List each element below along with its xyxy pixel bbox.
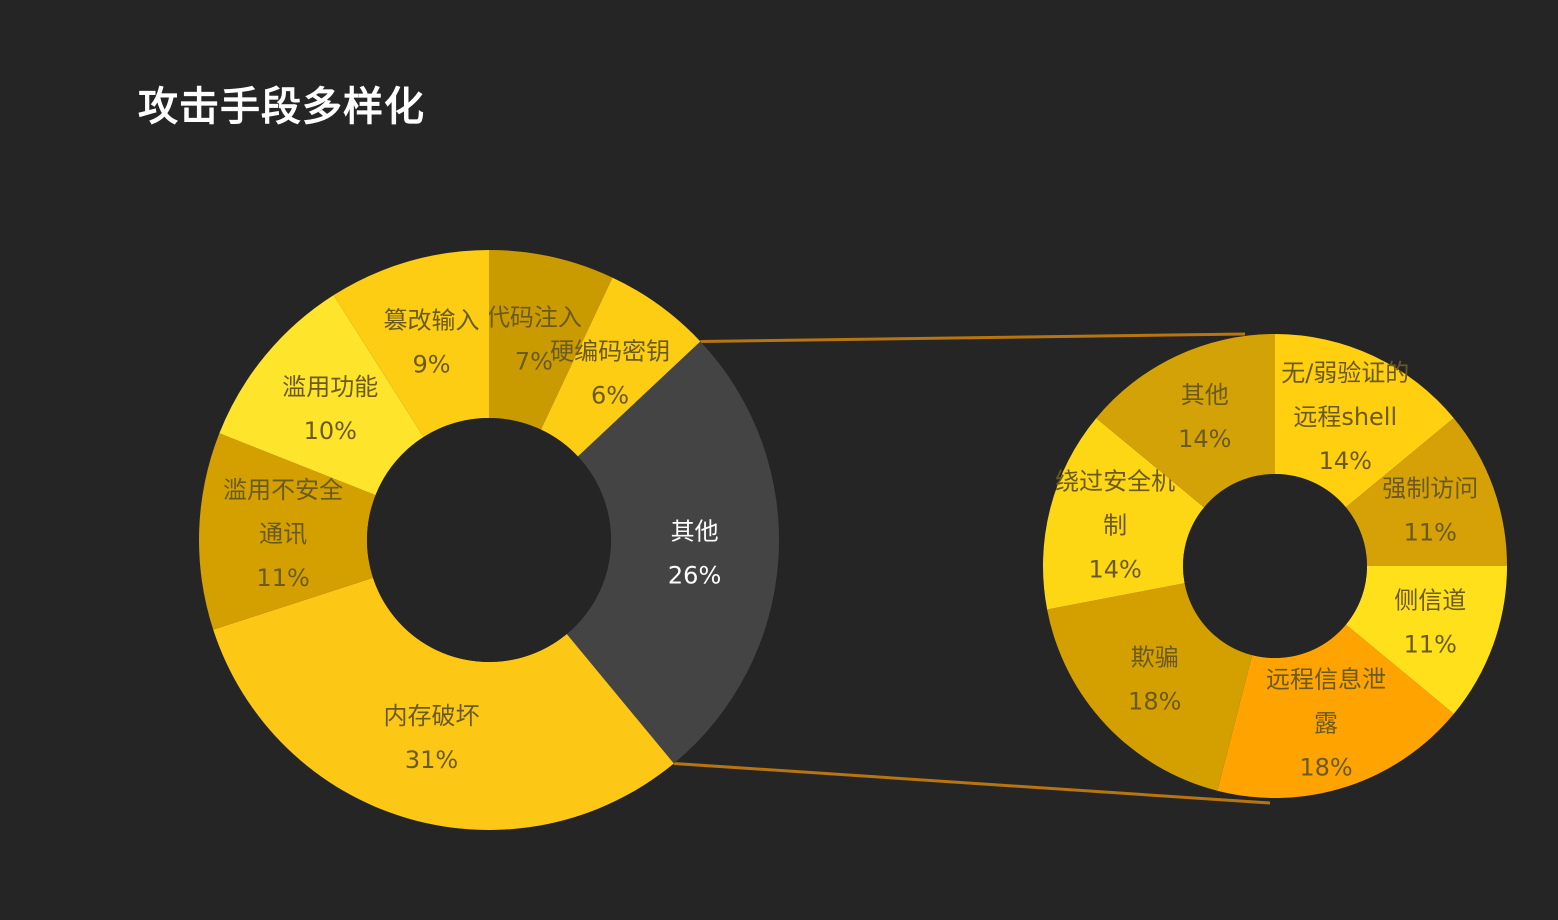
- slice-0-6: [333, 250, 489, 437]
- slice-0-4: [198, 433, 376, 630]
- slice-0-5-name: 滥用功能: [282, 373, 378, 401]
- slice-1-6: [1096, 334, 1275, 508]
- slice-1-0-name: 无/弱验证的: [1281, 359, 1409, 387]
- donut-hole-1: [1183, 474, 1367, 658]
- slice-1-6-value: 14%: [1178, 425, 1231, 453]
- slice-0-4-value: 11%: [256, 564, 309, 592]
- slice-0-4-name: 通讯: [259, 520, 307, 548]
- slice-0-0: [489, 250, 613, 430]
- slice-0-0-value: 7%: [515, 347, 553, 375]
- slice-0-4-name: 滥用不安全: [223, 476, 343, 504]
- slice-0-1-name: 硬编码密钥: [550, 338, 670, 366]
- slice-1-1: [1345, 418, 1507, 566]
- slice-1-5: [1043, 418, 1205, 610]
- slice-1-4-name: 欺骗: [1131, 643, 1179, 671]
- slice-1-5-name: 制: [1103, 511, 1127, 539]
- slice-1-1-name: 强制访问: [1382, 475, 1478, 503]
- slice-1-4: [1047, 583, 1253, 791]
- donut-hole-0: [367, 418, 611, 662]
- slice-1-3: [1217, 624, 1454, 799]
- slice-1-3-name: 露: [1314, 709, 1338, 737]
- page-title: 攻击手段多样化: [138, 84, 425, 130]
- slice-0-3: [213, 577, 674, 830]
- slice-1-2: [1345, 566, 1507, 714]
- slice-1-0-value: 14%: [1319, 447, 1372, 475]
- slice-0-2-value: 26%: [668, 561, 721, 589]
- slice-1-0-name: 远程shell: [1293, 403, 1397, 431]
- slice-0-1-value: 6%: [591, 382, 629, 410]
- slice-0-6-name: 篡改输入: [384, 307, 480, 335]
- slice-1-2-value: 11%: [1404, 630, 1457, 658]
- slice-1-0: [1275, 334, 1454, 508]
- slice-0-6-value: 9%: [412, 351, 450, 379]
- connector-line-bottom: [673, 761, 1271, 805]
- slice-1-5-value: 14%: [1089, 555, 1142, 583]
- slice-1-3-value: 18%: [1299, 753, 1352, 781]
- slice-1-5-name: 绕过安全机: [1055, 467, 1175, 495]
- slice-1-1-value: 11%: [1404, 519, 1457, 547]
- slice-0-3-value: 31%: [405, 746, 458, 774]
- slice-1-3-name: 远程信息泄: [1266, 665, 1386, 693]
- slice-1-4-value: 18%: [1128, 687, 1181, 715]
- slice-1-6-name: 其他: [1181, 381, 1229, 409]
- slice-0-5: [219, 295, 424, 496]
- slice-0-0-name: 代码注入: [486, 303, 582, 331]
- slice-0-1: [540, 277, 701, 457]
- slice-0-2: [566, 341, 779, 764]
- slice-1-2-name: 侧信道: [1394, 586, 1466, 614]
- connector-line-top: [700, 332, 1246, 343]
- connector-lines: [673, 332, 1271, 805]
- slice-0-3-name: 内存破坏: [384, 702, 480, 730]
- slice-0-5-value: 10%: [304, 417, 357, 445]
- slice-0-2-name: 其他: [671, 517, 719, 545]
